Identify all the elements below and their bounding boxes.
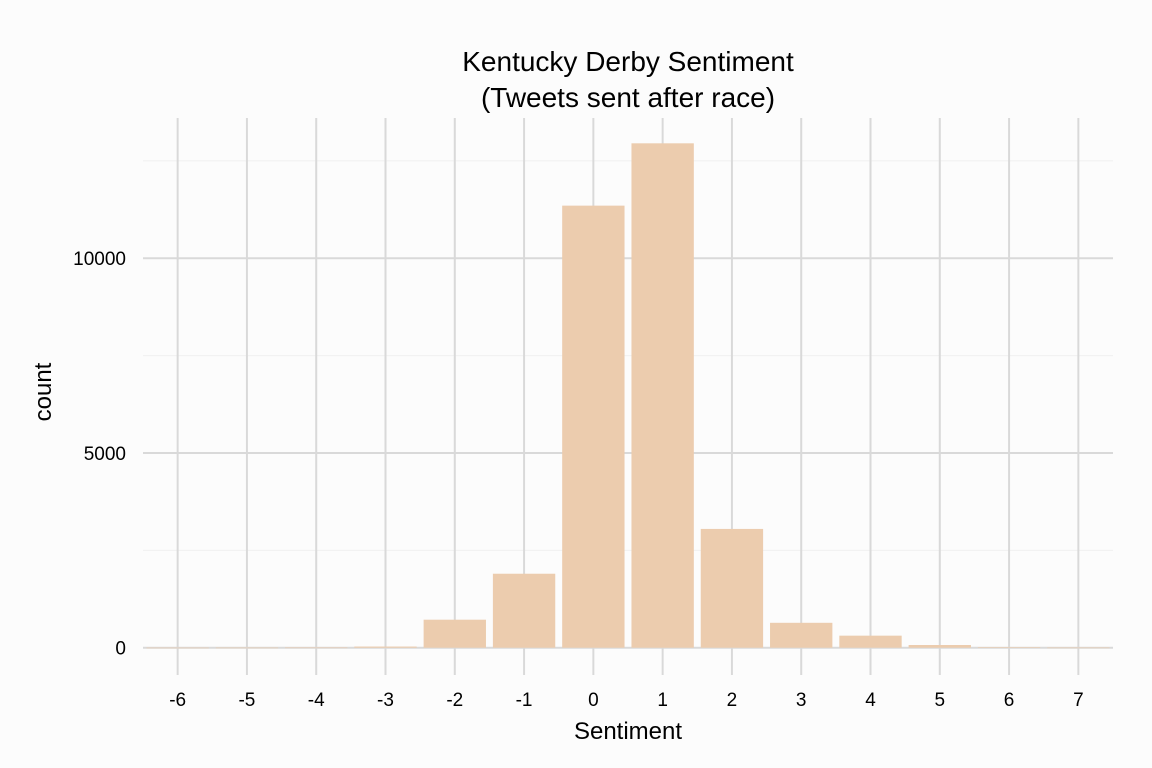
grid-layer: [143, 118, 1113, 675]
bar: [977, 647, 1041, 648]
y-tick-label: 0: [115, 639, 126, 660]
x-tick-label: 4: [865, 690, 876, 711]
bar: [146, 647, 209, 649]
x-tick-label: -4: [308, 690, 325, 711]
bar: [215, 647, 279, 649]
bar: [562, 205, 625, 648]
bar: [1047, 647, 1110, 649]
chart-title-line-1: Kentucky Derby Sentiment: [462, 46, 794, 77]
bar: [492, 573, 556, 648]
x-axis-title: Sentiment: [574, 718, 682, 745]
bar: [839, 635, 902, 648]
x-tick-label: 3: [796, 690, 807, 711]
x-tick-label: 1: [657, 690, 668, 711]
y-axis-title: count: [30, 362, 57, 421]
bar: [770, 622, 833, 648]
y-axis-ticks: 0 5000 10000: [73, 249, 126, 660]
bar: [354, 646, 417, 648]
bar: [285, 647, 348, 649]
x-tick-label: 0: [588, 690, 599, 711]
y-tick-label: 5000: [84, 444, 126, 465]
x-tick-label: 7: [1073, 690, 1084, 711]
bar-layer: [146, 143, 1110, 649]
x-tick-label: -6: [169, 690, 186, 711]
bar: [700, 528, 764, 648]
bar: [423, 619, 486, 648]
bar: [908, 645, 971, 648]
x-tick-label: 2: [727, 690, 738, 711]
bar: [631, 143, 694, 648]
x-tick-label: 6: [1004, 690, 1015, 711]
x-tick-label: -3: [377, 690, 394, 711]
y-tick-label: 10000: [73, 249, 126, 270]
x-tick-label: -1: [516, 690, 533, 711]
x-tick-label: -5: [238, 690, 255, 711]
x-tick-label: 5: [934, 690, 945, 711]
x-tick-label: -2: [446, 690, 463, 711]
x-axis-ticks: -6 -5 -4 -3 -2 -1 0 1 2 3 4 5 6 7: [169, 690, 1083, 711]
chart-title-line-2: (Tweets sent after race): [481, 82, 775, 113]
